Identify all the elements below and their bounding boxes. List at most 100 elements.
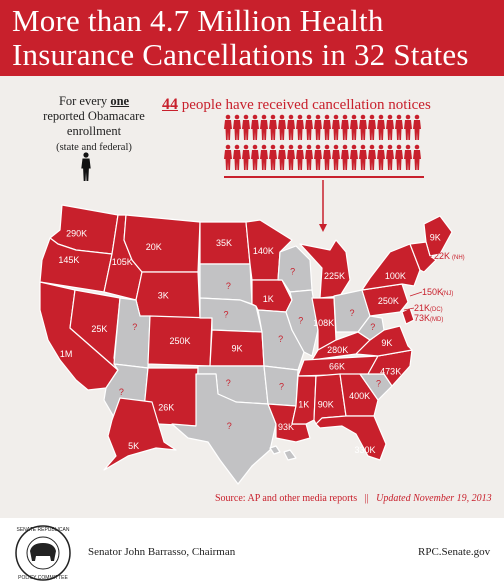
person-icon: [242, 144, 250, 170]
senator-credit: Senator John Barrasso, Chairman: [88, 546, 236, 558]
state-label-al: 90K: [318, 400, 334, 410]
state-new-england: [409, 241, 437, 273]
state-label-ms: 1K: [298, 399, 309, 409]
state-label-mi: 225K: [324, 271, 345, 281]
callout-nh-state: (NH): [452, 255, 465, 261]
person-icon: [224, 144, 232, 170]
us-map: 290K 145K 1M 105K 25K 20K 3K? 250K? 26K 35K?? 9K??…: [39, 180, 465, 485]
source-separator: ||: [364, 493, 369, 504]
state-label-sc: ?: [376, 379, 381, 389]
person-icon: [305, 144, 313, 170]
state-label-me: 9K: [430, 232, 441, 242]
person-icon: [260, 144, 268, 170]
people-icons-group: [224, 114, 421, 170]
state-label-tx: ?: [227, 421, 232, 431]
state-label-nm: 26K: [158, 403, 174, 413]
state-label-wa: 290K: [66, 229, 87, 239]
ratio-line1-bold: one: [110, 94, 130, 108]
callout-md-state: (MD): [430, 317, 443, 323]
person-icon: [368, 144, 376, 170]
person-icon: [296, 144, 304, 170]
page-title: More than 4.7 Million Health Insurance Ca…: [12, 4, 469, 72]
person-icon: [395, 144, 403, 170]
person-icon: [350, 114, 358, 140]
person-icon: [368, 114, 376, 140]
seal-text-top: SENATE REPUBLICAN: [17, 527, 70, 533]
person-icon: [233, 114, 241, 140]
person-icon: [287, 144, 295, 170]
callout-dc-state: (DC): [430, 307, 443, 313]
callout-nh-value: 22K: [434, 251, 450, 261]
state-label-va: 9K: [381, 338, 392, 348]
state-label-nv: 25K: [91, 324, 107, 334]
ratio-line4: (state and federal): [56, 142, 132, 153]
state-fl: [315, 415, 387, 461]
person-icon: [278, 144, 286, 170]
callout-md-value: 73K: [414, 313, 430, 323]
state-mi: [299, 239, 351, 299]
state-label-tn: 66K: [329, 362, 345, 372]
east-callouts: 22K (NH) 150K (NJ) 21K (DC) 73K (MD): [403, 251, 465, 323]
ratio-explanation: For every one reported Obamacare enrollm…: [32, 94, 156, 155]
footer: [0, 518, 504, 585]
person-icon: [233, 144, 241, 170]
state-label-ks: 9K: [231, 344, 242, 354]
callout-nj-state: (NJ): [442, 291, 453, 297]
person-icon: [296, 114, 304, 140]
state-hi: [269, 445, 281, 455]
state-label-ga: 400K: [349, 391, 370, 401]
person-icon: [413, 114, 421, 140]
person-icon: [341, 114, 349, 140]
state-label-fl: 330K: [354, 445, 375, 455]
state-label-pa: 250K: [378, 296, 399, 306]
state-label-ar: ?: [279, 382, 284, 392]
state-ak: [103, 397, 177, 471]
person-icon: [278, 114, 286, 140]
state-label-id: 105K: [112, 257, 133, 267]
ratio-count-suffix: people have received cancellation notice…: [178, 97, 431, 113]
person-icon: [350, 144, 358, 170]
state-ny: [361, 243, 421, 291]
person-icon: [305, 114, 313, 140]
state-label-wi: ?: [290, 266, 295, 276]
person-icon: [224, 114, 232, 140]
state-mt: [123, 214, 201, 273]
state-label-ok: ?: [226, 378, 231, 388]
people-divider: [224, 176, 424, 178]
state-label-az: ?: [119, 387, 124, 397]
state-de-md: [401, 307, 415, 325]
person-icon: [359, 144, 367, 170]
state-tx: [171, 373, 277, 485]
title-line-1: More than 4.7 Million Health: [12, 3, 384, 38]
cancellation-ratio-text: 44 people have received cancellation not…: [162, 96, 431, 114]
state-label-ne: ?: [223, 310, 228, 320]
callout-nj-value: 150K: [422, 287, 443, 297]
state-label-mn: 140K: [253, 246, 274, 256]
state-label-ia: 1K: [263, 294, 274, 304]
person-icon: [359, 114, 367, 140]
source-note: Source: AP and other media reports || Up…: [215, 493, 492, 504]
person-icon: [413, 144, 421, 170]
state-label-in: 108K: [313, 318, 334, 328]
state-label-sd: ?: [226, 281, 231, 291]
person-icon: [341, 144, 349, 170]
person-icon: [377, 114, 385, 140]
ratio-line3: enrollment: [66, 124, 122, 138]
person-icon: [404, 144, 412, 170]
state-label-ak: 5K: [128, 441, 139, 451]
updated-date: Updated November 19, 2013: [376, 493, 492, 504]
rpc-seal-logo: SENATE REPUBLICAN POLICY COMMITTEE: [15, 525, 71, 581]
state-label-ky: 280K: [327, 345, 348, 355]
person-icon: [260, 114, 268, 140]
rpc-website-link[interactable]: RPC.Senate.gov: [418, 546, 491, 558]
state-label-oh: ?: [349, 308, 354, 318]
person-icon: [323, 144, 331, 170]
state-label-or: 145K: [58, 255, 79, 265]
callout-dc-value: 21K: [414, 303, 430, 313]
state-label-mt: 20K: [146, 242, 162, 252]
ratio-line1-prefix: For every: [58, 94, 111, 108]
person-icon: [332, 144, 340, 170]
state-label-co: 250K: [169, 336, 190, 346]
state-ga: [339, 373, 379, 417]
state-label-ca: 1M: [60, 349, 73, 359]
